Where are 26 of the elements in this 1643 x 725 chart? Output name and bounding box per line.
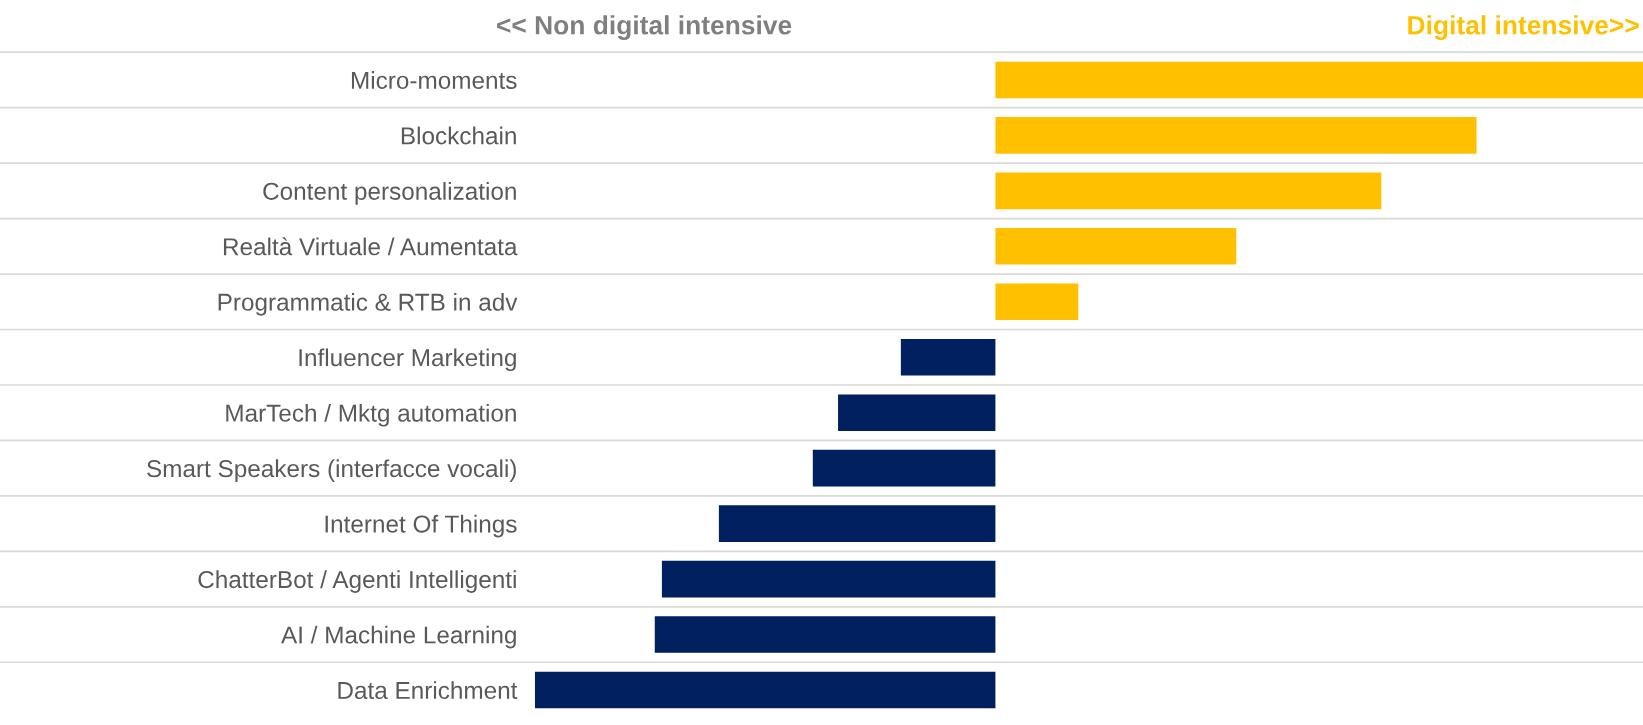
text: Digital intensive>> [1408,15,1639,40]
bar [661,560,996,598]
y-tick-label: Micro-moments [351,71,517,89]
y-tick-label: MarTech / Mktg automation [226,403,516,427]
bar [995,172,1382,210]
bar [718,505,996,542]
y-tick-label: Content personalization [263,182,516,205]
y-tick-label: Data Enrichment [338,681,518,700]
y-tick-label: Programmatic & RTB in adv [218,292,518,316]
bar [534,671,996,709]
y-tick-label: Internet Of Things [325,514,517,538]
bar [838,394,996,432]
bar [995,228,1237,265]
y-tick-label: Influencer Marketing [299,348,516,372]
y-tick-label: Blockchain [401,126,516,145]
y-tick-label: Realtà Virtuale / Aumentata [223,237,518,256]
bar [654,616,996,653]
bar [995,283,1079,321]
bar [812,449,996,487]
bar [995,117,1477,154]
y-tick-label: ChatterBot / Agenti Intelligenti [198,570,516,593]
bar [900,338,996,376]
y-tick-label: AI / Machine Learning [281,625,516,649]
y-tick-label: Smart Speakers (interfacce vocali) [147,459,516,483]
bar [995,61,1643,99]
text: << Non digital intensive [497,15,792,40]
